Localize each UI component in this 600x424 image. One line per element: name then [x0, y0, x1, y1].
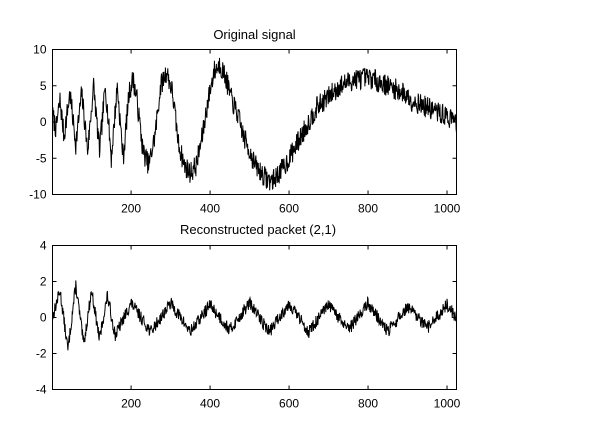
x-tick-label: 400	[200, 397, 220, 411]
y-tick-label: 2	[40, 275, 47, 289]
x-tick-label: 600	[279, 397, 299, 411]
y-tick-label: 4	[40, 239, 47, 253]
y-tick-label: 0	[40, 115, 47, 129]
x-tick-label: 400	[200, 202, 220, 216]
x-tick-label: 800	[358, 397, 378, 411]
y-tick-label: -4	[36, 383, 47, 397]
y-tick-label: 0	[40, 311, 47, 325]
x-tick-label: 200	[121, 202, 141, 216]
subplot-reconstructed-packet: Reconstructed packet (2,1) 200 400 600 800 1…	[36, 222, 461, 411]
x-tick-label: 600	[279, 202, 299, 216]
series-line	[52, 280, 457, 351]
subplot-title: Reconstructed packet (2,1)	[180, 222, 336, 237]
ticks: 200 400 600 800 1000 -10 -5 0 5 10	[29, 43, 461, 216]
series-line	[52, 57, 457, 191]
subplot-title: Original signal	[213, 27, 295, 42]
y-tick-label: -2	[36, 347, 47, 361]
x-tick-label: 200	[121, 397, 141, 411]
axes-box	[52, 245, 457, 390]
x-tick-label: 800	[358, 202, 378, 216]
y-tick-label: 5	[40, 79, 47, 93]
ticks: 200 400 600 800 1000 -4 -2 0 2 4	[36, 239, 461, 411]
x-tick-label: 1000	[434, 397, 461, 411]
y-tick-label: 10	[33, 43, 47, 57]
y-tick-label: -5	[36, 151, 47, 165]
axes-box	[52, 49, 457, 195]
x-tick-label: 1000	[434, 202, 461, 216]
y-tick-label: -10	[29, 188, 47, 202]
subplot-original-signal: Original signal 200 400 600 800 1000 -10 -5 0 5 1…	[29, 27, 461, 216]
